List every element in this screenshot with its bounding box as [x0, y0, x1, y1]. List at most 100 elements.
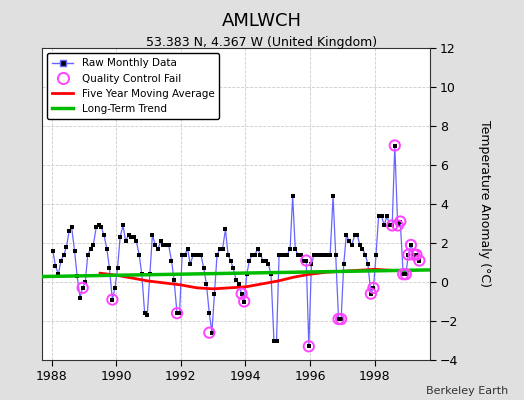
- Point: [210, 290, 219, 297]
- Point: [275, 252, 283, 258]
- Point: [194, 252, 202, 258]
- Point: [186, 261, 194, 268]
- Point: [167, 257, 176, 264]
- Point: [232, 277, 241, 283]
- Point: [383, 212, 391, 219]
- Point: [304, 343, 313, 350]
- Point: [410, 252, 418, 258]
- Point: [196, 252, 205, 258]
- Point: [404, 252, 412, 258]
- Text: 53.383 N, 4.367 W (United Kingdom): 53.383 N, 4.367 W (United Kingdom): [146, 36, 378, 49]
- Point: [388, 222, 396, 229]
- Point: [415, 257, 423, 264]
- Point: [243, 271, 251, 278]
- Point: [369, 285, 378, 291]
- Point: [240, 298, 248, 305]
- Point: [165, 242, 173, 248]
- Point: [380, 222, 388, 229]
- Point: [51, 263, 60, 270]
- Point: [202, 281, 211, 287]
- Point: [267, 271, 275, 278]
- Point: [396, 218, 405, 225]
- Point: [248, 252, 256, 258]
- Point: [353, 232, 362, 238]
- Point: [313, 252, 321, 258]
- Point: [367, 290, 375, 297]
- Point: [237, 290, 246, 297]
- Point: [86, 246, 95, 252]
- Point: [219, 246, 227, 252]
- Point: [377, 212, 386, 219]
- Point: [286, 246, 294, 252]
- Point: [221, 226, 230, 232]
- Point: [95, 222, 103, 229]
- Point: [289, 193, 297, 199]
- Point: [173, 310, 181, 316]
- Point: [138, 271, 146, 278]
- Point: [261, 257, 270, 264]
- Point: [259, 257, 267, 264]
- Point: [70, 248, 79, 254]
- Point: [337, 316, 345, 322]
- Point: [224, 252, 232, 258]
- Point: [270, 337, 278, 344]
- Point: [404, 252, 412, 258]
- Point: [208, 330, 216, 336]
- Point: [351, 232, 359, 238]
- Point: [154, 246, 162, 252]
- Point: [394, 222, 402, 229]
- Point: [297, 252, 305, 258]
- Point: [89, 242, 97, 248]
- Point: [105, 265, 114, 272]
- Point: [302, 257, 310, 264]
- Point: [205, 310, 213, 316]
- Point: [127, 234, 135, 240]
- Point: [375, 212, 383, 219]
- Point: [79, 285, 87, 291]
- Point: [189, 252, 198, 258]
- Point: [334, 316, 343, 322]
- Point: [318, 252, 326, 258]
- Point: [293, 252, 302, 258]
- Point: [412, 252, 421, 258]
- Point: [332, 252, 340, 258]
- Y-axis label: Temperature Anomaly (°C): Temperature Anomaly (°C): [478, 120, 491, 288]
- Point: [213, 252, 221, 258]
- Point: [229, 265, 237, 272]
- Point: [372, 252, 380, 258]
- Point: [79, 285, 87, 291]
- Point: [369, 285, 378, 291]
- Point: [396, 218, 405, 225]
- Point: [54, 271, 62, 278]
- Point: [278, 252, 286, 258]
- Point: [356, 242, 364, 248]
- Point: [337, 316, 345, 322]
- Point: [119, 222, 127, 229]
- Point: [170, 277, 178, 283]
- Point: [407, 242, 415, 248]
- Point: [388, 222, 396, 229]
- Point: [361, 252, 369, 258]
- Point: [334, 316, 343, 322]
- Point: [216, 246, 224, 252]
- Point: [60, 252, 68, 258]
- Point: [81, 279, 90, 285]
- Point: [181, 252, 189, 258]
- Point: [329, 193, 337, 199]
- Point: [390, 142, 399, 149]
- Point: [299, 257, 308, 264]
- Point: [57, 257, 65, 264]
- Point: [345, 238, 353, 244]
- Point: [304, 343, 313, 350]
- Legend: Raw Monthly Data, Quality Control Fail, Five Year Moving Average, Long-Term Tren: Raw Monthly Data, Quality Control Fail, …: [47, 53, 220, 119]
- Point: [323, 252, 332, 258]
- Point: [412, 252, 421, 258]
- Point: [192, 252, 200, 258]
- Point: [367, 290, 375, 297]
- Point: [178, 252, 187, 258]
- Point: [386, 222, 394, 229]
- Point: [235, 281, 243, 287]
- Point: [226, 257, 235, 264]
- Point: [272, 337, 281, 344]
- Point: [302, 257, 310, 264]
